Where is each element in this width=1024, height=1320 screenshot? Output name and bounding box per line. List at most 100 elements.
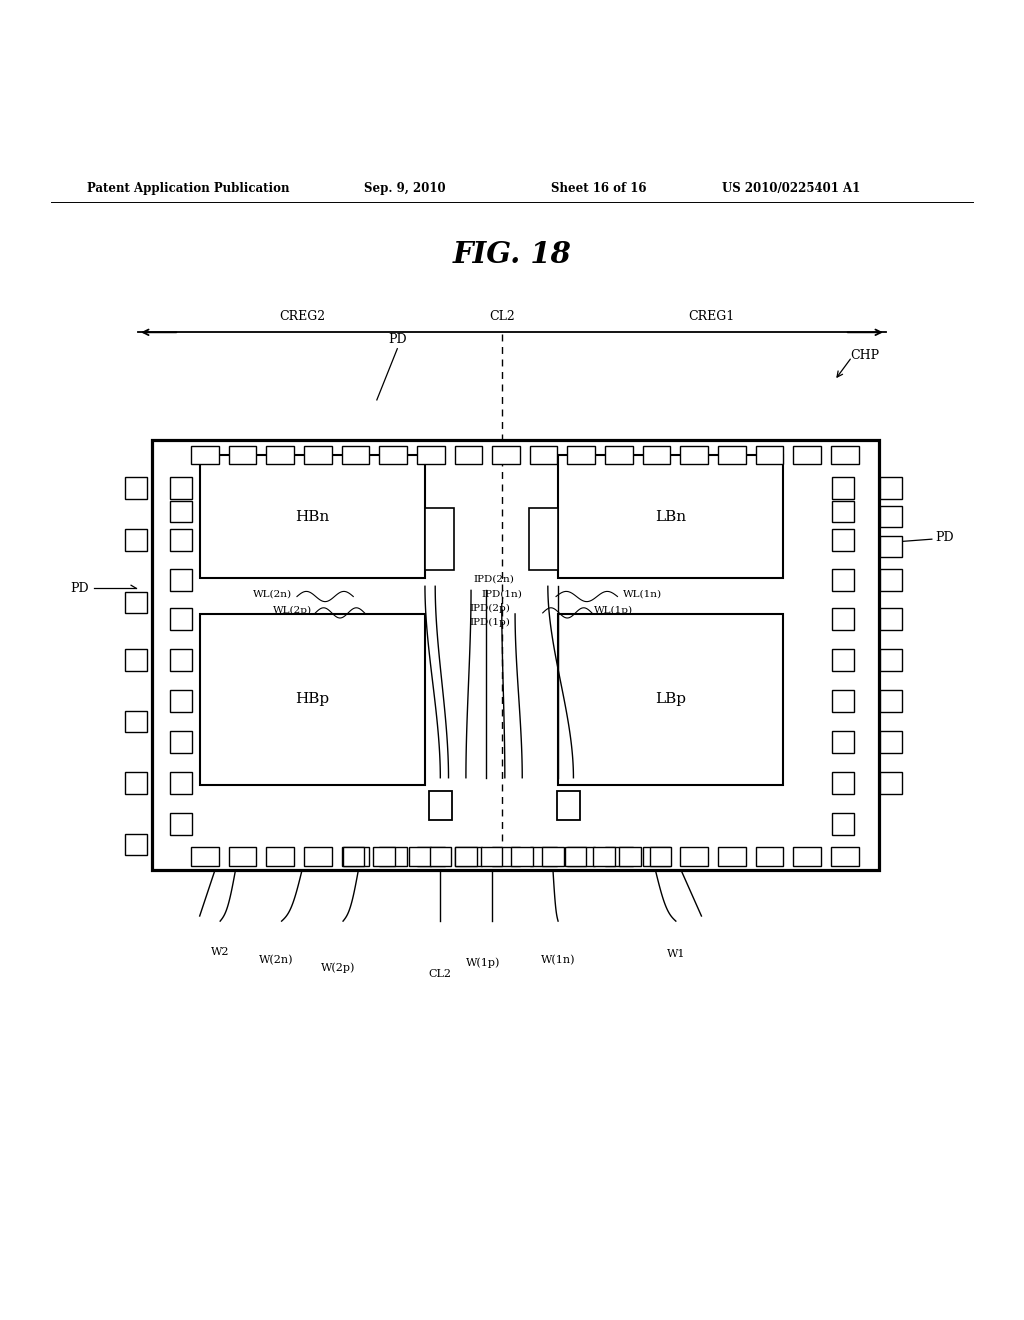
Bar: [618, 847, 641, 866]
Bar: [126, 591, 147, 614]
Bar: [266, 446, 294, 465]
Text: IPD(2p): IPD(2p): [469, 603, 510, 612]
Bar: [881, 731, 902, 752]
Bar: [794, 446, 821, 465]
Bar: [304, 847, 332, 866]
Bar: [170, 529, 191, 550]
Bar: [529, 508, 558, 570]
Text: IPD(1p): IPD(1p): [469, 618, 510, 627]
Text: LBn: LBn: [655, 510, 686, 524]
Bar: [373, 847, 395, 866]
Bar: [170, 690, 191, 711]
Bar: [228, 446, 256, 465]
Text: CREG2: CREG2: [279, 310, 326, 323]
Text: WL(1n): WL(1n): [623, 590, 662, 599]
Bar: [126, 833, 147, 855]
Bar: [756, 446, 783, 465]
Bar: [228, 847, 256, 866]
Bar: [643, 446, 671, 465]
Bar: [650, 847, 672, 866]
Bar: [643, 847, 671, 866]
Bar: [831, 446, 858, 465]
Bar: [417, 446, 444, 465]
Text: FIG. 18: FIG. 18: [453, 240, 571, 269]
Bar: [493, 847, 520, 866]
Text: CL2: CL2: [488, 310, 515, 323]
Bar: [379, 847, 407, 866]
Bar: [543, 847, 564, 866]
Bar: [455, 847, 477, 866]
Bar: [126, 478, 147, 499]
Text: WL(2p): WL(2p): [273, 606, 312, 615]
Bar: [425, 508, 454, 570]
Bar: [605, 446, 633, 465]
Bar: [190, 446, 219, 465]
Bar: [831, 772, 854, 793]
Bar: [605, 847, 633, 866]
Bar: [409, 847, 430, 866]
Bar: [718, 446, 745, 465]
Text: HBp: HBp: [295, 693, 330, 706]
Bar: [529, 847, 557, 866]
Bar: [831, 690, 854, 711]
Bar: [831, 649, 854, 671]
Bar: [170, 609, 191, 630]
Bar: [417, 847, 444, 866]
Text: PD: PD: [935, 531, 953, 544]
Bar: [680, 446, 708, 465]
Text: WL(1p): WL(1p): [594, 606, 633, 615]
Bar: [881, 506, 902, 528]
Bar: [718, 847, 745, 866]
Bar: [594, 847, 614, 866]
Text: LBp: LBp: [655, 693, 686, 706]
Bar: [342, 446, 370, 465]
Bar: [170, 772, 191, 793]
Bar: [558, 455, 783, 578]
Bar: [126, 772, 147, 793]
Bar: [831, 478, 854, 499]
Text: WL(2n): WL(2n): [253, 590, 292, 599]
Bar: [558, 614, 783, 785]
Bar: [430, 847, 451, 866]
Bar: [170, 813, 191, 834]
Bar: [831, 500, 854, 523]
Bar: [567, 847, 595, 866]
Bar: [455, 446, 482, 465]
Bar: [304, 446, 332, 465]
Text: CL2: CL2: [429, 969, 452, 979]
Bar: [881, 649, 902, 671]
Bar: [200, 614, 425, 785]
Bar: [881, 772, 902, 793]
Bar: [493, 446, 520, 465]
Bar: [126, 649, 147, 671]
Bar: [379, 446, 407, 465]
Bar: [565, 847, 587, 866]
Bar: [170, 649, 191, 671]
Bar: [557, 791, 580, 820]
Text: IPD(2n): IPD(2n): [473, 574, 514, 583]
Text: PD: PD: [388, 333, 407, 346]
Bar: [680, 847, 708, 866]
Bar: [481, 847, 502, 866]
Bar: [170, 500, 191, 523]
Bar: [342, 847, 365, 866]
Bar: [881, 478, 902, 499]
Text: W2: W2: [211, 946, 229, 957]
Bar: [455, 847, 482, 866]
Text: Sep. 9, 2010: Sep. 9, 2010: [364, 182, 445, 195]
Text: US 2010/0225401 A1: US 2010/0225401 A1: [722, 182, 860, 195]
Bar: [831, 569, 854, 591]
Bar: [831, 813, 854, 834]
Bar: [429, 791, 452, 820]
Bar: [756, 847, 783, 866]
Bar: [266, 847, 294, 866]
Bar: [126, 710, 147, 733]
Bar: [831, 609, 854, 630]
Text: IPD(1n): IPD(1n): [481, 590, 522, 598]
Bar: [831, 847, 858, 866]
Bar: [831, 529, 854, 550]
Text: PD: PD: [71, 582, 89, 595]
Text: Patent Application Publication: Patent Application Publication: [87, 182, 290, 195]
Text: W(2n): W(2n): [259, 954, 294, 965]
Text: W1: W1: [667, 949, 685, 958]
